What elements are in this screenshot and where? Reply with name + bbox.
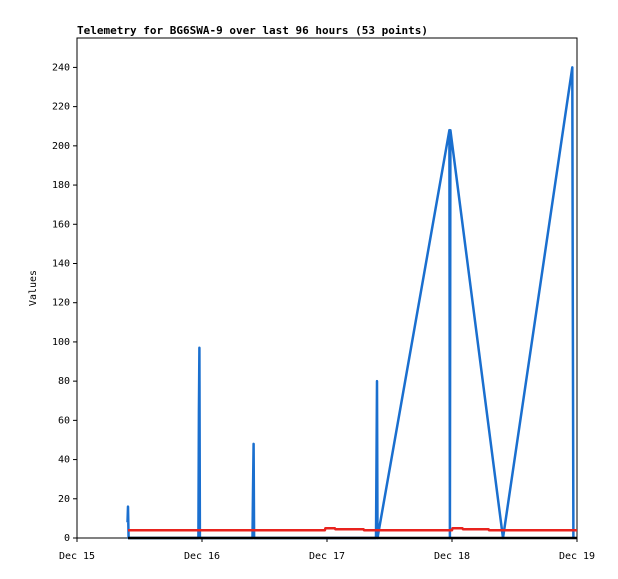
y-tick-label: 120 <box>52 298 70 309</box>
y-tick-label: 80 <box>58 376 70 387</box>
y-tick-label: 140 <box>52 258 70 269</box>
chart-title: Telemetry for BG6SWA-9 over last 96 hour… <box>77 24 428 37</box>
y-axis-label: Values <box>28 270 39 306</box>
series-line <box>128 526 577 532</box>
y-tick-label: 0 <box>64 533 70 544</box>
y-tick-label: 180 <box>52 180 70 191</box>
x-tick-label: Dec 15 <box>59 551 95 562</box>
x-tick-label: Dec 19 <box>559 551 595 562</box>
y-tick-label: 240 <box>52 62 70 73</box>
y-tick-label: 160 <box>52 219 70 230</box>
x-tick-label: Dec 16 <box>184 551 220 562</box>
y-tick-label: 200 <box>52 141 70 152</box>
y-tick-label: 60 <box>58 415 70 426</box>
y-tick-label: 100 <box>52 337 70 348</box>
x-tick-label: Dec 17 <box>309 551 345 562</box>
plot-frame <box>76 37 578 539</box>
y-tick-label: 20 <box>58 494 70 505</box>
x-tick-label: Dec 18 <box>434 551 470 562</box>
series-line <box>126 66 575 540</box>
y-tick-label: 40 <box>58 455 70 466</box>
y-tick-label: 220 <box>52 102 70 113</box>
